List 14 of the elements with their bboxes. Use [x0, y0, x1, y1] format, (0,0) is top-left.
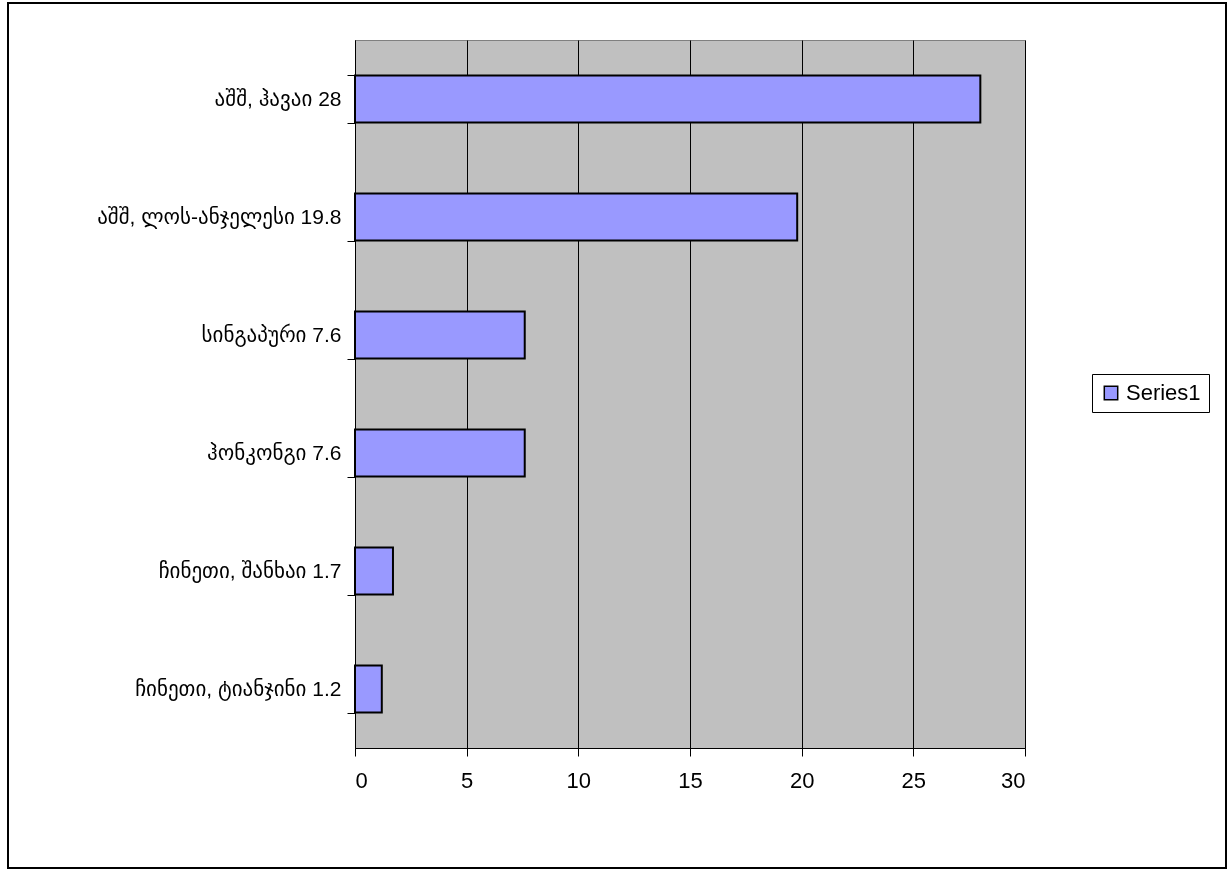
y-tick-label: ჩინეთი, შანხაი 1.7 — [158, 558, 342, 583]
x-tick-label: 5 — [461, 767, 474, 793]
y-tick-label: აშშ, ლოს-ანჯელესი 19.8 — [97, 204, 342, 229]
x-tick-label: 15 — [678, 767, 703, 793]
x-tick-label: 30 — [1001, 767, 1026, 793]
y-tick-label: აშშ, ჰავაი 28 — [214, 86, 342, 111]
x-tick-label: 20 — [789, 767, 815, 793]
x-tick-label: 10 — [566, 767, 592, 793]
x-tick-label: 0 — [355, 767, 368, 793]
x-tick-label: 25 — [901, 767, 927, 793]
legend-label: Series1 — [1126, 380, 1201, 405]
y-tick-label: ჰონკონგი 7.6 — [207, 440, 342, 465]
y-tick-label: სინგაპური 7.6 — [201, 322, 342, 347]
y-tick-label: ჩინეთი, ტიანჯინი 1.2 — [135, 676, 342, 701]
